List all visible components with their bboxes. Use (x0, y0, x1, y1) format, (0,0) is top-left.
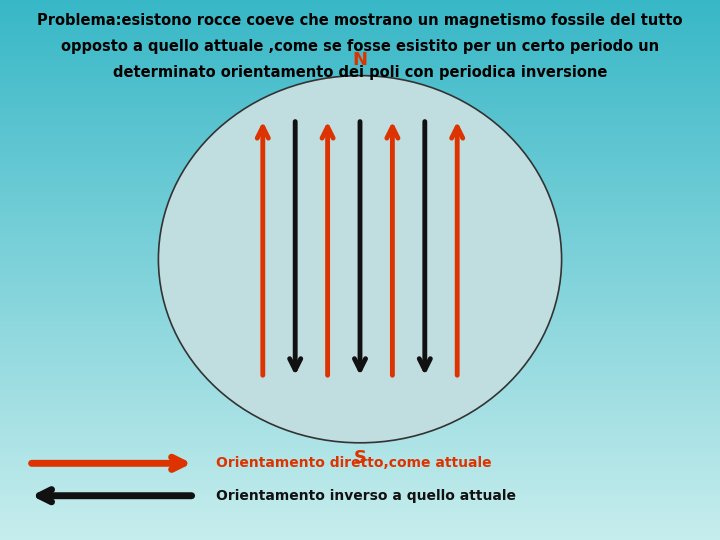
Ellipse shape (158, 76, 562, 443)
Text: Problema:esistono rocce coeve che mostrano un magnetismo fossile del tutto: Problema:esistono rocce coeve che mostra… (37, 14, 683, 29)
Text: determinato orientamento dei poli con periodica inversione: determinato orientamento dei poli con pe… (113, 65, 607, 80)
Text: S: S (354, 449, 366, 467)
Text: opposto a quello attuale ,come se fosse esistito per un certo periodo un: opposto a quello attuale ,come se fosse … (61, 39, 659, 55)
Text: N: N (353, 51, 367, 69)
Text: Orientamento inverso a quello attuale: Orientamento inverso a quello attuale (216, 489, 516, 503)
Text: Orientamento diretto,come attuale: Orientamento diretto,come attuale (216, 456, 492, 470)
